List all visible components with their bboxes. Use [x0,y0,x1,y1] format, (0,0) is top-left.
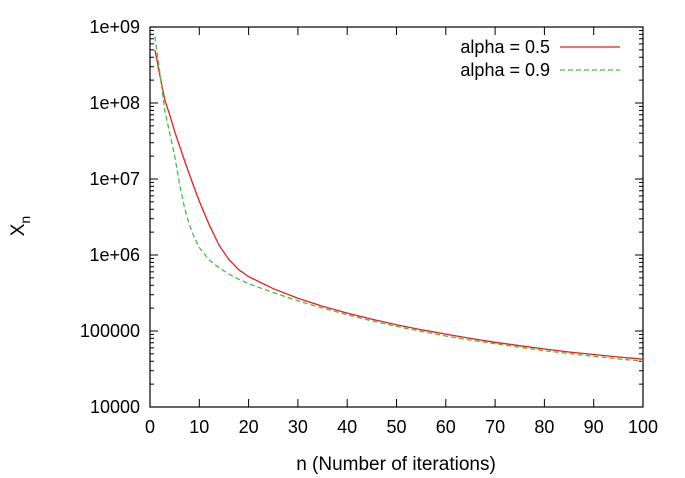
x-tick-label: 10 [189,417,209,437]
x-tick-label: 80 [534,417,554,437]
x-tick-label: 40 [337,417,357,437]
x-axis-label: n (Number of iterations) [296,454,496,475]
y-axis-label-subscript: n [17,216,33,224]
x-tick-label: 30 [288,417,308,437]
x-tick-label: 20 [239,417,259,437]
x-tick-label: 0 [145,417,155,437]
y-tick-label: 10000 [90,397,140,417]
y-axis-label-main: X [8,223,29,236]
plot-frame [149,26,644,408]
series-line [154,49,644,360]
y-tick-label: 1e+09 [89,17,140,37]
y-tick-label: 1e+08 [89,93,140,113]
x-tick-labels: 0 10 20 30 40 50 60 70 80 90 100 [145,417,658,437]
tick-marks [149,26,644,408]
x-tick-label: 100 [628,417,658,437]
x-tick-label: 50 [386,417,406,437]
y-tick-labels: 10000 100000 1e+06 1e+07 1e+08 1e+09 [80,17,140,417]
y-tick-label: 1e+06 [89,245,140,265]
legend-label: alpha = 0.5 [460,37,550,57]
x-tick-label: 60 [436,417,456,437]
y-tick-label: 1e+07 [89,169,140,189]
y-axis-label: Xn [8,216,33,236]
series-line [154,36,644,362]
x-tick-label: 70 [485,417,505,437]
y-tick-label: 100000 [80,321,140,341]
legend-label: alpha = 0.9 [460,60,550,80]
legend: alpha = 0.5 alpha = 0.9 [460,37,620,80]
series-lines [154,36,644,362]
x-tick-label: 90 [584,417,604,437]
